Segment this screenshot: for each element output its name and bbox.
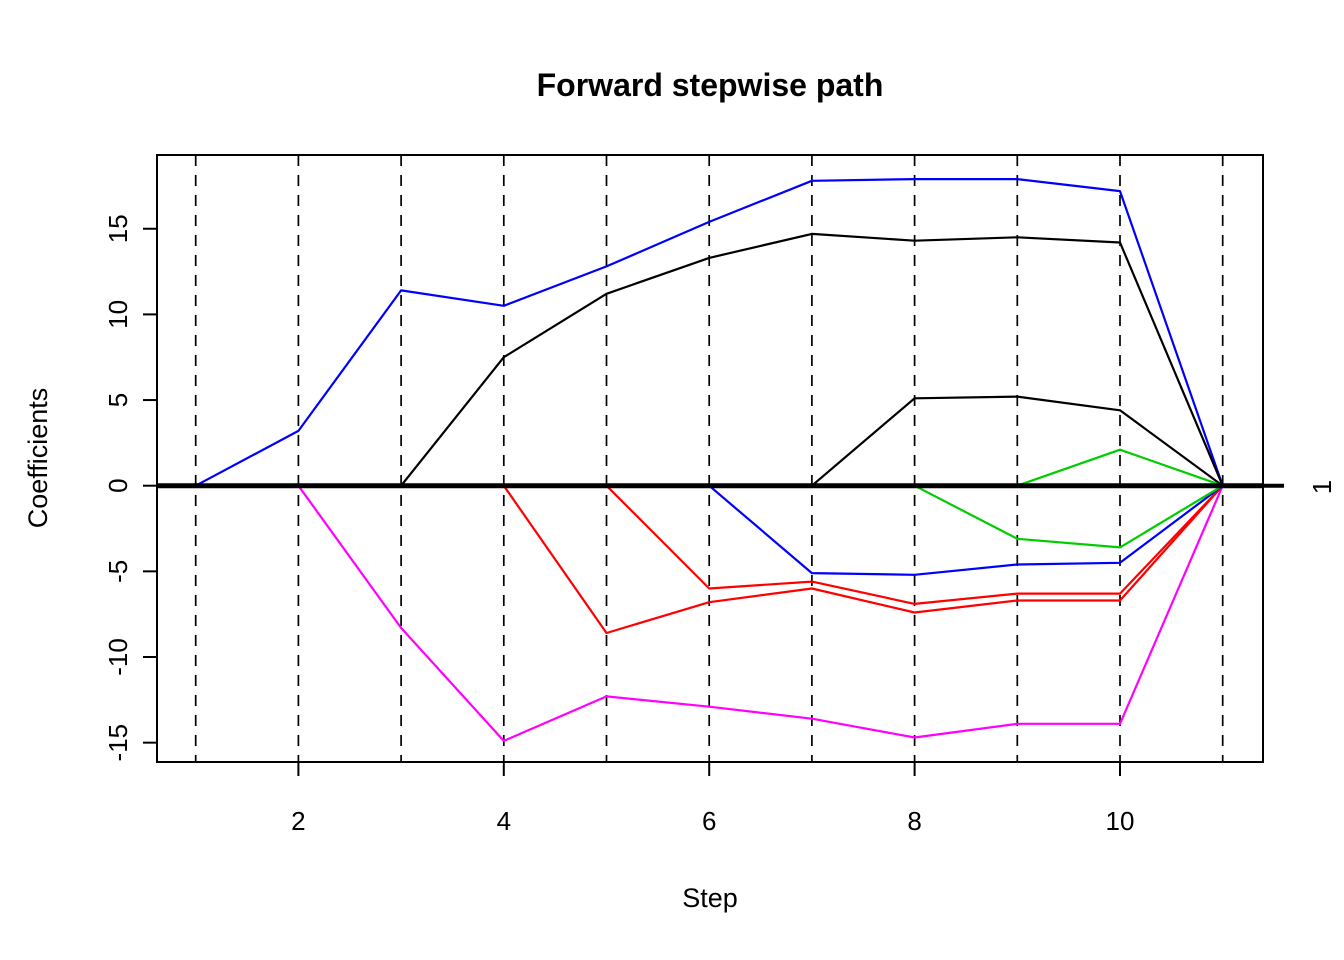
chart-title: Forward stepwise path bbox=[537, 67, 884, 103]
coef-green-2-line bbox=[1016, 448, 1224, 487]
x-axis: 2 4 6 8 10 bbox=[291, 762, 1134, 836]
y-axis: -15 -10 -5 0 5 10 15 bbox=[103, 214, 157, 761]
coef-magenta-1-line bbox=[297, 484, 1224, 743]
coef-black-1-line bbox=[400, 232, 1224, 487]
y-tick-label: 0 bbox=[103, 478, 133, 492]
coef-blue-1-line bbox=[194, 178, 1224, 487]
y-tick-label: -15 bbox=[103, 724, 133, 762]
y-tick-label: 15 bbox=[103, 214, 133, 243]
x-tick-label: 4 bbox=[497, 806, 511, 836]
coef-red-1-line bbox=[502, 484, 1224, 635]
y-tick-label: 10 bbox=[103, 300, 133, 329]
coef-black-2-line bbox=[810, 395, 1224, 487]
x-tick-label: 10 bbox=[1106, 806, 1135, 836]
y-tick-label: -5 bbox=[103, 560, 133, 583]
y-tick-label: 5 bbox=[103, 393, 133, 407]
coef-blue-2-line bbox=[708, 484, 1224, 576]
x-tick-label: 2 bbox=[291, 806, 305, 836]
x-tick-label: 6 bbox=[702, 806, 716, 836]
y-tick-label: -10 bbox=[103, 638, 133, 676]
coef-green-1-line bbox=[913, 484, 1224, 549]
step-gridlines bbox=[194, 155, 1224, 762]
x-axis-label: Step bbox=[682, 883, 738, 913]
coef-red-2-line bbox=[605, 484, 1224, 606]
right-axis-label: 1 bbox=[1307, 480, 1337, 494]
series-lines bbox=[194, 178, 1224, 743]
x-tick-label: 8 bbox=[907, 806, 921, 836]
y-axis-label: Coefficients bbox=[23, 388, 53, 529]
